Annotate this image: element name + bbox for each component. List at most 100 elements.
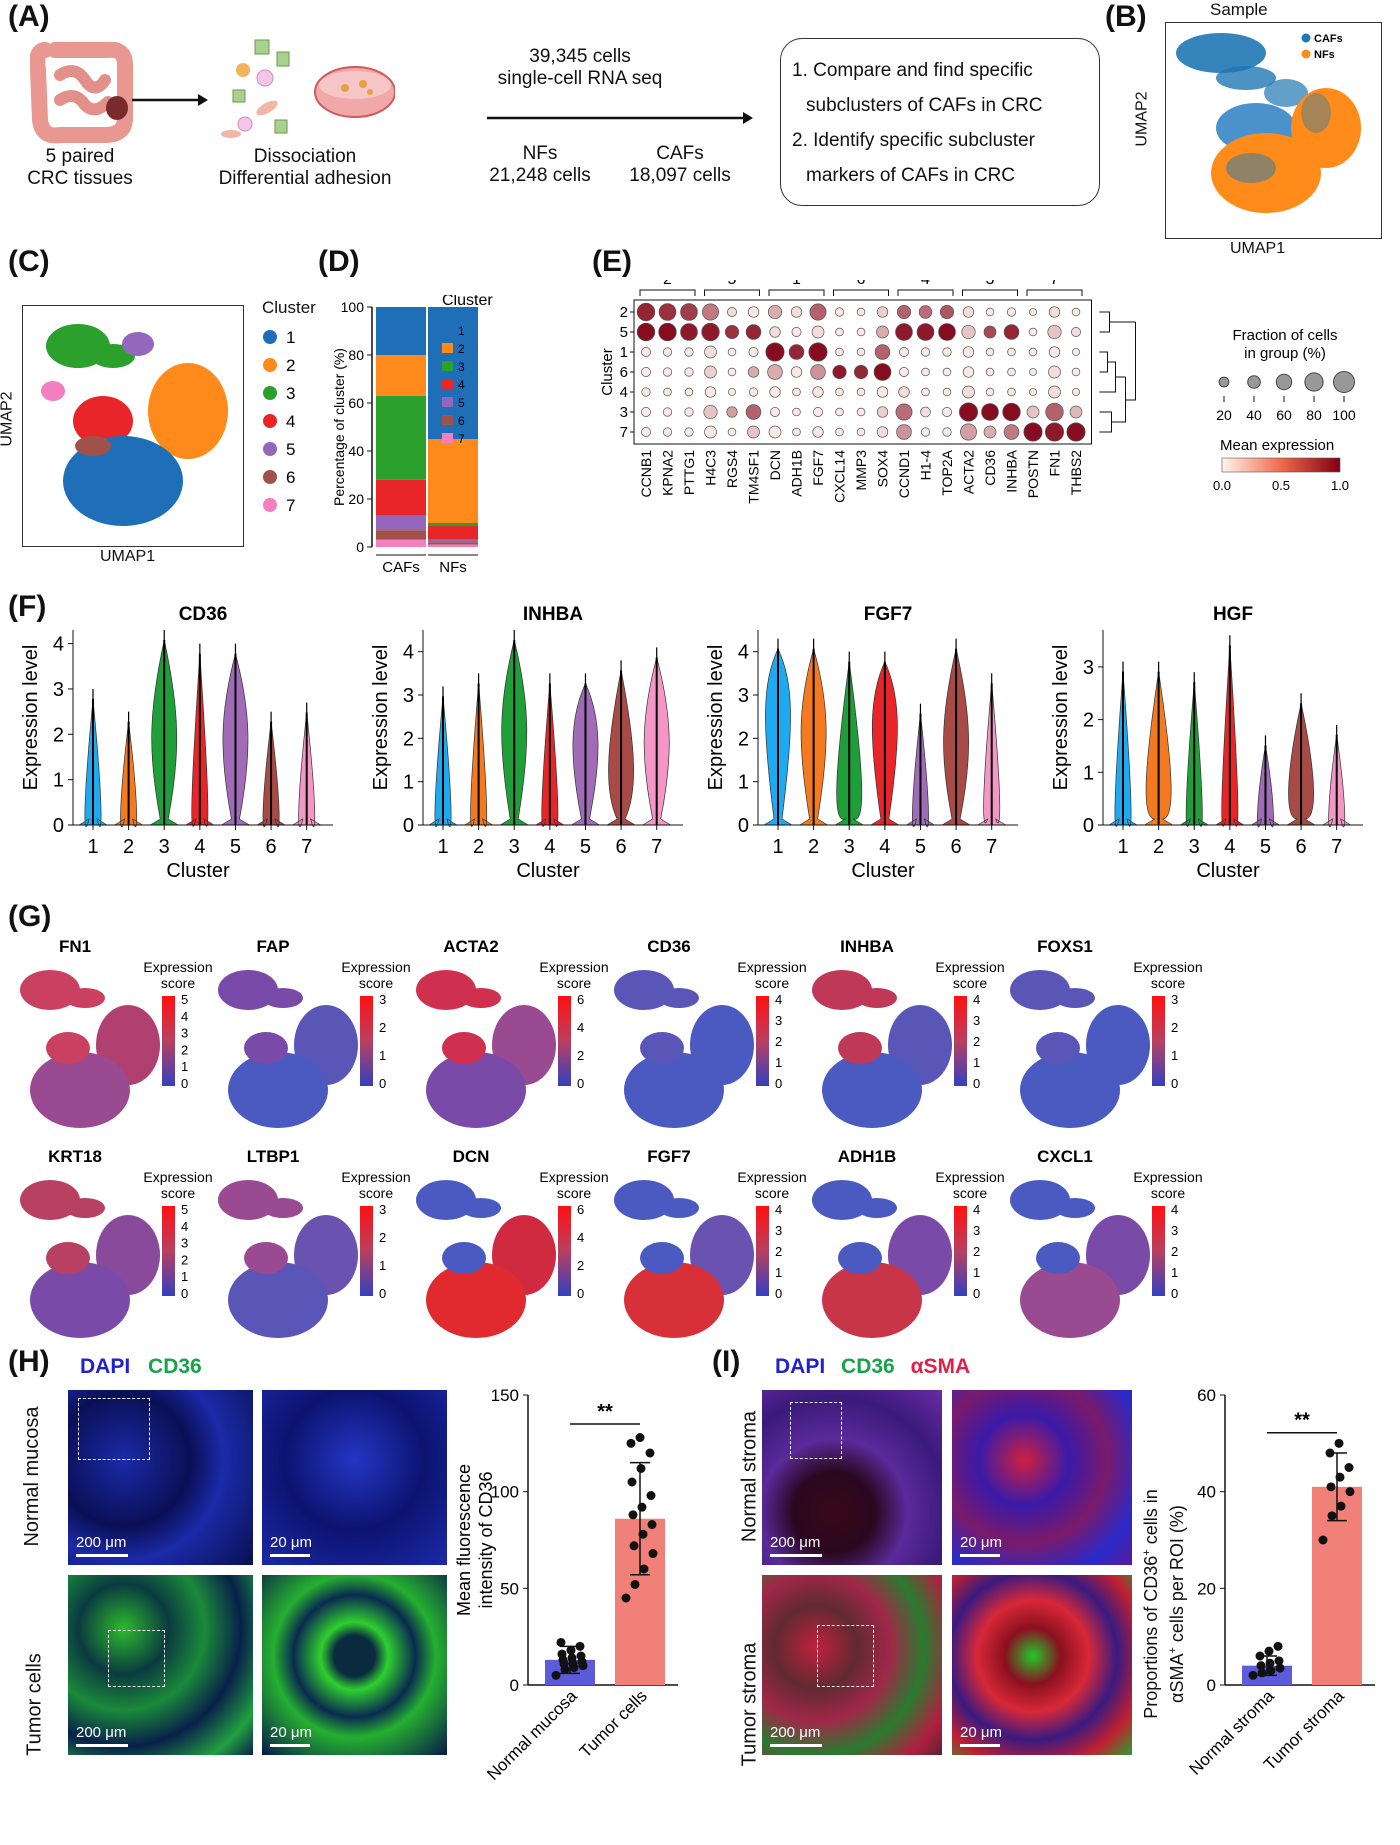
umap-blob (30, 1052, 130, 1128)
data-point (1255, 1651, 1265, 1661)
group-bracket (768, 289, 825, 296)
data-point (637, 1502, 647, 1512)
violin-title: HGF (1213, 604, 1253, 625)
group-bracket (704, 289, 760, 296)
dot (641, 347, 651, 357)
dot (942, 407, 952, 417)
y-tick-label: 2 (1083, 710, 1094, 732)
legend-title: score (755, 1185, 789, 1201)
colorbar-tick: 3 (1171, 992, 1178, 1007)
dot (876, 325, 889, 339)
row-label-tumor-stroma: Tumor stroma (738, 1642, 761, 1767)
legend-title: score (755, 975, 789, 991)
dot (724, 324, 740, 340)
data-point (635, 1433, 645, 1443)
x-axis-label: Cluster (516, 860, 580, 882)
colorbar-tick: 0 (973, 1286, 980, 1301)
row-label-normal-mucosa: Normal mucosa (21, 1406, 43, 1547)
y-tick-label: 0 (1083, 815, 1094, 837)
dot (962, 306, 975, 318)
colorbar-tick: 1 (181, 1059, 188, 1074)
goals-box (780, 38, 1100, 206)
umap-sample (1165, 22, 1382, 239)
colorbar-tick: 5 (181, 1202, 188, 1217)
stacked-bar-chart: 0 20 40 60 80 100 Percentage of cluster (%) CAF… (331, 295, 493, 576)
legend-title: score (161, 1185, 195, 1201)
dot (641, 407, 651, 417)
umap-blob (244, 1032, 288, 1064)
data-point (646, 1491, 656, 1501)
umap-blob (822, 1262, 922, 1338)
colorbar-tick: 2 (577, 1048, 584, 1063)
ylabel-mid: cells in (1141, 1489, 1161, 1550)
ylabel-line-1: Proportions of CD36 (1141, 1555, 1161, 1719)
colorbar-tick: 4 (577, 1230, 584, 1245)
dot (747, 425, 760, 439)
scale-label: 200 μm (770, 1534, 821, 1551)
y-tick-label: 40 (348, 443, 364, 459)
colorbar-tick: 2 (1171, 1244, 1178, 1259)
dot (918, 305, 933, 319)
colorbar-tick: 5 (181, 992, 188, 1007)
umap-blob (1010, 970, 1070, 1010)
umap-blob (244, 1242, 288, 1274)
umap-blob (65, 1198, 105, 1218)
cells-label: 39,345 cells single-cell RNA seq (470, 46, 690, 90)
colorbar-tick: 1 (775, 1265, 782, 1280)
dot (767, 304, 783, 320)
y-tick-label: 60 (1197, 1386, 1216, 1405)
size-legend-dot (1247, 375, 1261, 389)
legend-title: score (953, 975, 987, 991)
umap-blob (442, 1242, 486, 1274)
legend-title: score (557, 1185, 591, 1201)
data-point (1257, 1668, 1267, 1678)
dot (1047, 324, 1062, 340)
x-tick-label: 1 (87, 836, 98, 858)
dot (1029, 368, 1037, 376)
umap-cluster-xlabel: UMAP1 (100, 548, 156, 565)
colorbar (558, 996, 571, 1086)
dot (726, 406, 738, 418)
y-tick-label: 0 (356, 539, 364, 555)
legend-title: score (161, 975, 195, 991)
size-legend-title: in group (%) (1244, 345, 1326, 362)
x-tick-label: 2 (808, 836, 819, 858)
dot (767, 364, 783, 380)
dot (895, 403, 913, 421)
dot (899, 367, 909, 377)
colorbar-tick: 0 (1171, 1286, 1178, 1301)
colorbar-tick: 0 (379, 1286, 386, 1301)
umap-blob (65, 988, 105, 1008)
dot (856, 427, 866, 437)
colorbar-tick: 0 (181, 1076, 188, 1091)
dot (704, 345, 717, 359)
dot (811, 325, 825, 339)
group-label: 3 (986, 280, 995, 288)
dot (791, 327, 802, 337)
stain-cd36: CD36 (148, 1355, 202, 1378)
feature-title: ACTA2 (443, 937, 498, 956)
dot (662, 347, 673, 357)
dot (856, 387, 866, 397)
data-point (630, 1579, 640, 1589)
y-tick-label: 1 (53, 770, 64, 792)
dot (1007, 347, 1016, 357)
x-axis-label: Cluster (1196, 860, 1260, 882)
color-legend-title: Mean expression (1220, 437, 1334, 454)
data-point (627, 1477, 637, 1487)
stain-asma: αSMA (910, 1355, 971, 1378)
umap-blob (1020, 1052, 1120, 1128)
colorbar-tick: 0 (577, 1286, 584, 1301)
umap-cluster (22, 305, 244, 547)
scale-label: 20 μm (960, 1534, 1002, 1551)
dot (745, 404, 762, 420)
dot (641, 367, 651, 377)
dot (765, 342, 785, 362)
group-label: 7 (1050, 280, 1059, 288)
cluster-legend: Cluster 1 2 3 4 5 6 7 (442, 295, 493, 446)
column-label: SOX4 (875, 450, 891, 488)
dot (1029, 388, 1037, 396)
